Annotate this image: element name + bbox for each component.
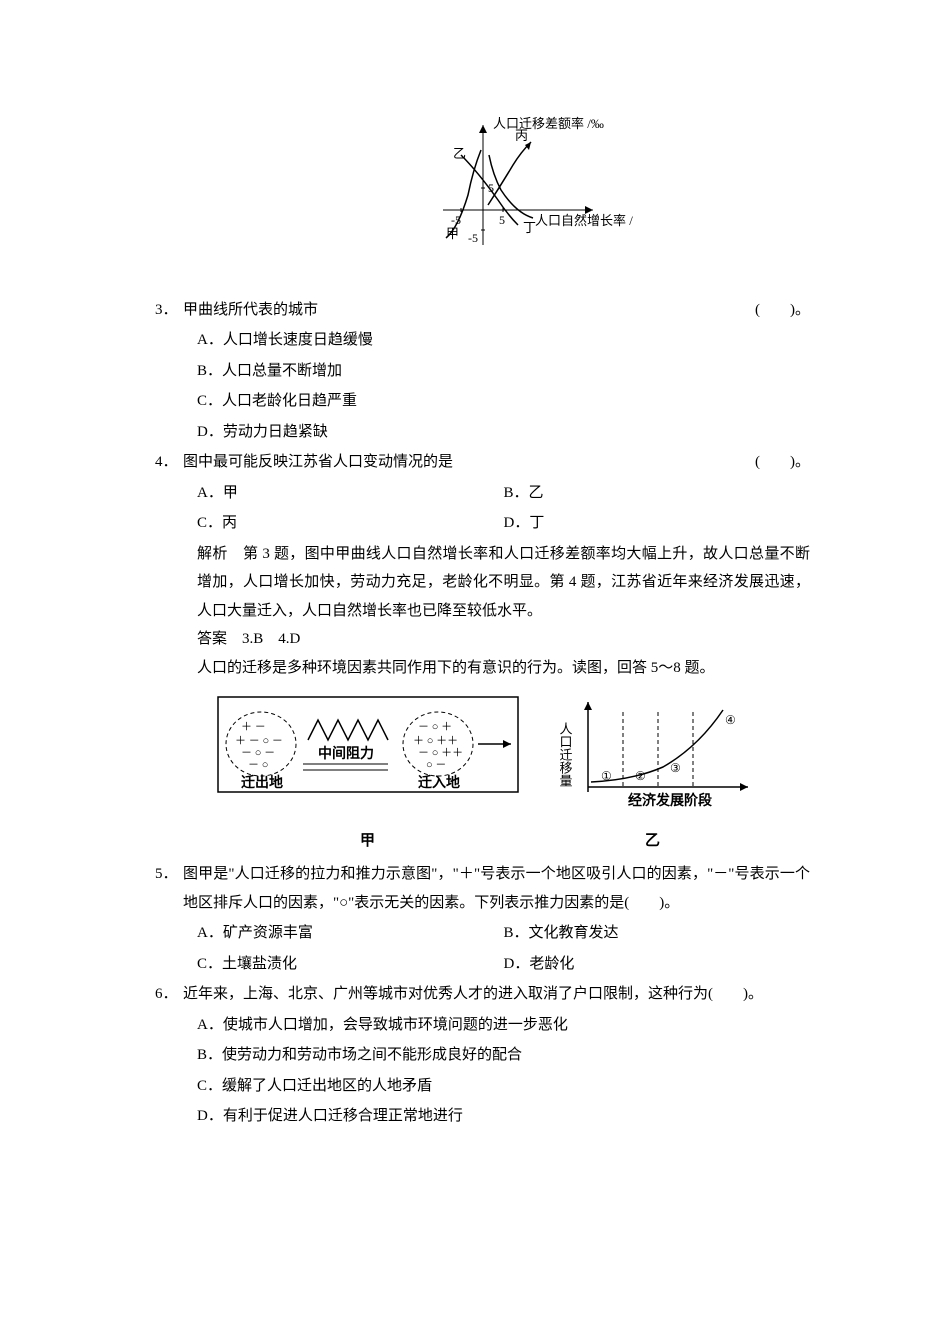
figure-2-row: ＋ － ＋ － ○ － － ○ － － ○ 迁出地 中间阻力 － ○ ＋ ＋ ○… [155, 692, 810, 855]
figure-1: 人口迁移差额率 /‰ 人口自然增长率 /‰ 5 -5 5 -5 甲 乙 丙 丁 [155, 110, 810, 281]
svg-text:＋ － ○ －: ＋ － ○ － [235, 735, 283, 747]
svg-text:5: 5 [499, 213, 505, 227]
fig2a-caption: 甲 [213, 827, 523, 856]
q6-num: 6． [155, 980, 183, 1009]
q4-opt-a: A．甲 [197, 479, 504, 508]
q6-opt-a: A．使城市人口增加，会导致城市环境问题的进一步恶化 [197, 1011, 810, 1040]
svg-text:④: ④ [725, 713, 736, 727]
push-pull-diagram: ＋ － ＋ － ○ － － ○ － － ○ 迁出地 中间阻力 － ○ ＋ ＋ ○… [213, 692, 523, 812]
svg-text:－ ○: － ○ [248, 759, 268, 771]
svg-text:人口迁移差额率 /‰: 人口迁移差额率 /‰ [493, 116, 604, 131]
chart-migration-rate: 人口迁移差额率 /‰ 人口自然增长率 /‰ 5 -5 5 -5 甲 乙 丙 丁 [333, 110, 633, 270]
q4-num: 4． [155, 448, 183, 477]
question-5: 5． 图甲是"人口迁移的拉力和推力示意图"，"＋"号表示一个地区吸引人口的因素，… [155, 860, 810, 917]
svg-text:③: ③ [670, 761, 681, 775]
svg-text:中间阻力: 中间阻力 [318, 745, 374, 762]
q4-opt-d: D．丁 [504, 509, 811, 538]
svg-text:人口迁移量: 人口迁移量 [557, 722, 572, 787]
q3-text: 甲曲线所代表的城市 [183, 302, 318, 318]
svg-text:－ ○ ＋: － ○ ＋ [418, 721, 452, 733]
svg-text:-5: -5 [468, 231, 478, 245]
q5-opt-c: C．土壤盐渍化 [197, 950, 504, 979]
q6-text: 近年来，上海、北京、广州等城市对优秀人才的进入取消了户口限制，这种行为( )。 [183, 980, 810, 1009]
migration-stage-chart: 人口迁移量 ① ② ③ ④ 经济发展阶段 [553, 692, 753, 812]
q6-options: A．使城市人口增加，会导致城市环境问题的进一步恶化 B．使劳动力和劳动市场之间不… [155, 1011, 810, 1131]
svg-text:乙: 乙 [453, 146, 466, 161]
svg-text:迁入地: 迁入地 [418, 774, 460, 791]
q3-paren: ( )。 [755, 296, 810, 325]
q3-num: 3． [155, 296, 183, 325]
q5-opt-d: D．老龄化 [504, 950, 811, 979]
q4-options: A．甲 B．乙 C．丙 D．丁 [155, 479, 810, 538]
svg-text:＋ ○ ＋＋: ＋ ○ ＋＋ [413, 735, 458, 747]
svg-text:人口自然增长率 /‰: 人口自然增长率 /‰ [535, 213, 633, 228]
answer-34: 答案 3.B 4.D [155, 625, 810, 654]
svg-text:丁: 丁 [523, 220, 536, 235]
question-4-stem: 4．图中最可能反映江苏省人口变动情况的是 ( )。 [155, 448, 810, 477]
svg-text:丙: 丙 [515, 128, 528, 143]
q6-opt-c: C．缓解了人口迁出地区的人地矛盾 [197, 1072, 810, 1101]
q3-opt-d: D．劳动力日趋紧缺 [197, 418, 810, 447]
explain-label: 解析 [197, 546, 228, 562]
question-3-stem: 3．甲曲线所代表的城市 ( )。 [155, 296, 810, 325]
q4-text: 图中最可能反映江苏省人口变动情况的是 [183, 454, 453, 470]
svg-text:迁出地: 迁出地 [241, 774, 283, 791]
q4-opt-c: C．丙 [197, 509, 504, 538]
q5-opt-b: B．文化教育发达 [504, 919, 811, 948]
intro-58: 人口的迁移是多种环境因素共同作用下的有意识的行为。读图，回答 5～8 题。 [155, 654, 810, 683]
explain-34: 解析 第 3 题，图中甲曲线人口自然增长率和人口迁移差额率均大幅上升，故人口总量… [155, 540, 810, 626]
q4-paren: ( )。 [755, 448, 810, 477]
explain-text: 第 3 题，图中甲曲线人口自然增长率和人口迁移差额率均大幅上升，故人口总量不断增… [197, 546, 810, 619]
figure-2b: 人口迁移量 ① ② ③ ④ 经济发展阶段 乙 [553, 692, 753, 855]
q5-opt-a: A．矿产资源丰富 [197, 919, 504, 948]
question-6: 6． 近年来，上海、北京、广州等城市对优秀人才的进入取消了户口限制，这种行为( … [155, 980, 810, 1009]
fig2b-caption: 乙 [553, 827, 753, 856]
svg-text:○ －: ○ － [426, 759, 446, 771]
svg-text:＋ －: ＋ － [241, 721, 266, 733]
svg-text:①: ① [601, 769, 612, 783]
q3-opt-b: B．人口总量不断增加 [197, 357, 810, 386]
svg-text:经济发展阶段: 经济发展阶段 [628, 792, 712, 809]
svg-text:②: ② [635, 769, 646, 783]
svg-text:－ ○ ＋＋: － ○ ＋＋ [418, 747, 463, 759]
q3-opt-a: A．人口增长速度日趋缓慢 [197, 326, 810, 355]
q3-options: A．人口增长速度日趋缓慢 B．人口总量不断增加 C．人口老龄化日趋严重 D．劳动… [155, 326, 810, 446]
q4-opt-b: B．乙 [504, 479, 811, 508]
svg-text:－ ○ －: － ○ － [241, 747, 275, 759]
q3-opt-c: C．人口老龄化日趋严重 [197, 387, 810, 416]
svg-text:甲: 甲 [446, 226, 459, 241]
q5-num: 5． [155, 860, 183, 917]
q5-options: A．矿产资源丰富 B．文化教育发达 C．土壤盐渍化 D．老龄化 [155, 919, 810, 978]
q5-text: 图甲是"人口迁移的拉力和推力示意图"，"＋"号表示一个地区吸引人口的因素，"－"… [183, 860, 810, 917]
figure-2a: ＋ － ＋ － ○ － － ○ － － ○ 迁出地 中间阻力 － ○ ＋ ＋ ○… [213, 692, 523, 855]
q6-opt-d: D．有利于促进人口迁移合理正常地进行 [197, 1102, 810, 1131]
q6-opt-b: B．使劳动力和劳动市场之间不能形成良好的配合 [197, 1041, 810, 1070]
